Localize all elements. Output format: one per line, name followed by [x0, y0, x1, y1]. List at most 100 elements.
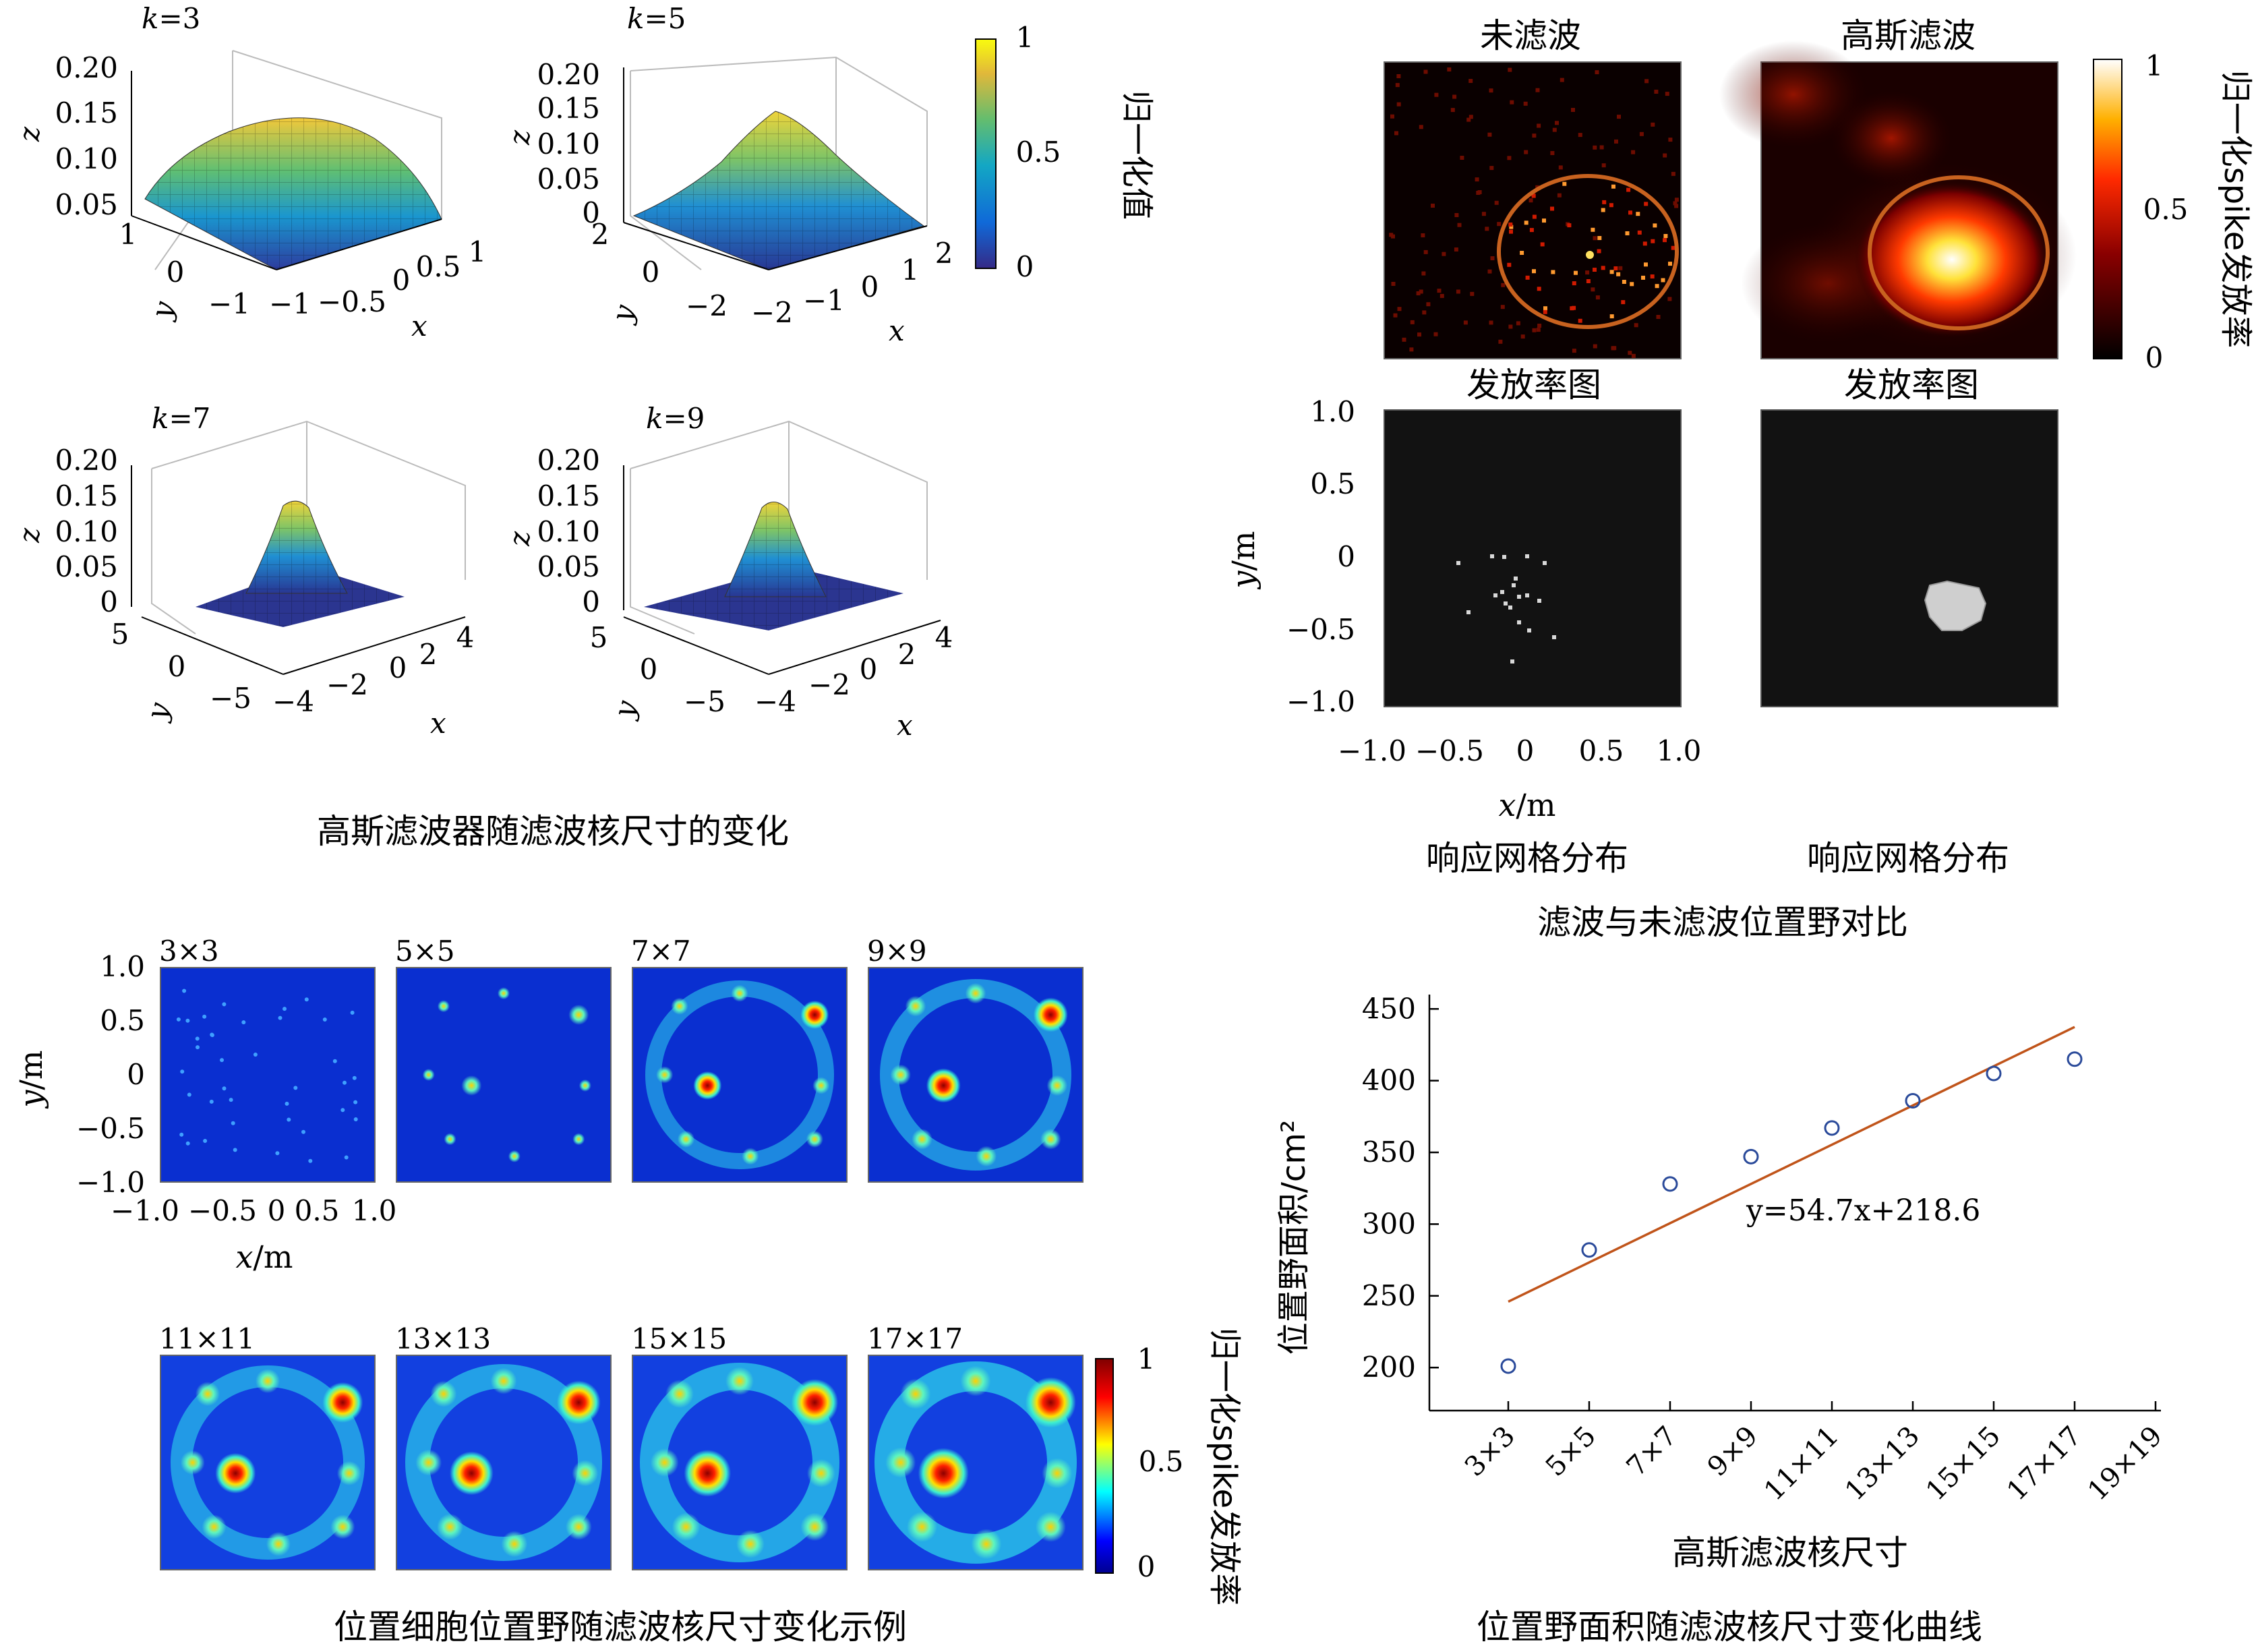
- y-tick: 0: [642, 256, 660, 289]
- spike-dot: [1637, 230, 1642, 235]
- data-point: [1905, 1092, 1921, 1109]
- y-tick: 0: [127, 1058, 145, 1091]
- spike-dot: [1542, 218, 1546, 223]
- y-tick: 0: [1337, 540, 1355, 573]
- spike-dot: [1439, 293, 1444, 298]
- spike-dot: [1663, 238, 1667, 243]
- y-tick: 2: [591, 218, 610, 251]
- spike-dot: [1509, 225, 1514, 229]
- x-tick: −1: [269, 287, 311, 320]
- data-point: [1986, 1065, 2002, 1082]
- x-axis-label: 高斯滤波核尺寸: [1672, 1533, 1908, 1572]
- x-tick: 0.5: [1579, 734, 1624, 767]
- spike-dot: [1528, 198, 1533, 203]
- response-grid-points: [1456, 554, 1556, 663]
- spike-dot: [1631, 353, 1636, 358]
- spike-dot: [1481, 212, 1486, 216]
- spike-dot: [1609, 314, 1614, 319]
- y-axis-label: y: [140, 699, 176, 725]
- spike-dot: [1396, 102, 1401, 107]
- panel-caption: 高斯滤波器随滤波核尺寸的变化: [317, 812, 789, 851]
- chart-title: 位置野面积随滤波核尺寸变化曲线: [1477, 1607, 1982, 1647]
- spike-dot: [1597, 249, 1601, 254]
- spike-dot: [1578, 318, 1582, 323]
- spike-dot: [1644, 79, 1649, 84]
- spike-dot: [1599, 145, 1604, 150]
- spike-dot: [1423, 69, 1428, 74]
- spike-dot: [1653, 223, 1657, 228]
- x-tick: −4: [754, 685, 796, 718]
- x-tick: 0: [861, 270, 879, 303]
- z-tick: 0.15: [55, 479, 118, 512]
- tile-label: 9×9: [867, 935, 927, 968]
- y-axis-label: y/m: [1225, 531, 1261, 589]
- spike-dot: [1494, 200, 1499, 205]
- spike-dot: [1616, 272, 1621, 276]
- spike-dot: [1537, 324, 1542, 328]
- data-point: [1743, 1148, 1759, 1164]
- x-tick: −1.0: [111, 1194, 179, 1227]
- spike-dot: [1671, 171, 1675, 176]
- z-tick: 0.20: [55, 51, 118, 84]
- panel-caption: 位置细胞位置野随滤波核尺寸变化示例: [334, 1607, 907, 1647]
- spike-dot: [1421, 233, 1425, 237]
- place-field-outline: [1868, 175, 2050, 330]
- surface-plot-k9: k=9 0.20 0.15 0.10 0.05 0 z 5 0 −5 y −4 …: [503, 402, 953, 742]
- spike-dot: [1601, 266, 1605, 270]
- x-tick-label: 17×17: [2001, 1421, 2087, 1507]
- data-point: [1581, 1242, 1597, 1258]
- z-tick: 0.15: [537, 92, 600, 125]
- spike-dot: [1489, 88, 1493, 93]
- colorbar-parula: [975, 38, 997, 269]
- scatter-axes: 200 250 300 350 400 450 3×3 5×5 7×7 9×911×1113×13…: [1362, 992, 2168, 1506]
- spike-dot: [1489, 166, 1494, 171]
- colorbar-tick: 0: [2145, 341, 2164, 374]
- y-tick-label: 350: [1362, 1135, 1416, 1169]
- tile-label: 13×13: [395, 1322, 491, 1355]
- spike-dot: [1668, 138, 1673, 142]
- spike-dot: [1543, 306, 1547, 311]
- colorbar-tick: 0.5: [1016, 136, 1061, 169]
- x-tick: 2: [935, 237, 953, 270]
- gaussian-filtered-rate-map: [1719, 40, 2077, 359]
- spike-dot: [1641, 275, 1645, 280]
- spike-dot: [1636, 212, 1640, 216]
- spike-dot: [1437, 289, 1442, 293]
- x-tick: −1: [803, 284, 845, 317]
- y-axis-label: y: [607, 697, 643, 723]
- spike-dot: [1572, 349, 1576, 353]
- spike-dot: [1508, 324, 1513, 329]
- spike-dot: [1612, 346, 1617, 351]
- y-tick: −1.0: [76, 1166, 145, 1199]
- x-tick: 0: [392, 264, 411, 297]
- spike-dot: [1433, 332, 1438, 336]
- spike-dot: [1532, 269, 1536, 274]
- colorbar-tick: 0.5: [1139, 1445, 1184, 1478]
- spike-dot: [1601, 163, 1606, 168]
- x-tick-label: 3×3: [1459, 1421, 1521, 1483]
- surface-plot-k7: k=7 0.20 0.15 0.10 0.05 0 z 5 0 −5 y −4 …: [13, 402, 474, 740]
- subplot-title: 高斯滤波: [1841, 16, 1976, 55]
- spike-dot: [1423, 249, 1428, 254]
- colorbar-tick: 0: [1137, 1550, 1156, 1583]
- spike-dot: [1460, 156, 1464, 160]
- spike-dot: [1470, 291, 1475, 296]
- place-field-tile: 11×11: [159, 1322, 376, 1570]
- spike-dot: [1497, 222, 1502, 227]
- y-tick-label: 400: [1362, 1064, 1416, 1097]
- grid-point: [1543, 561, 1547, 565]
- spike-dot: [1531, 194, 1536, 198]
- panel-place-field-examples: 3×3 5×5 7×7 9×9 11×11 13×13 15×15 17×17 1.0 0.5…: [13, 935, 1243, 1647]
- spike-dot: [1523, 101, 1528, 106]
- grid-point: [1512, 583, 1516, 587]
- spike-dot: [1618, 266, 1623, 270]
- spike-dot: [1574, 270, 1578, 275]
- k-label: k=5: [627, 2, 686, 35]
- spike-dot: [1475, 177, 1479, 182]
- x-tick: 0: [268, 1194, 286, 1227]
- spike-dot: [1639, 131, 1644, 136]
- spike-dot: [1628, 351, 1632, 355]
- spike-dot: [1421, 271, 1426, 276]
- z-tick: 0.05: [537, 550, 600, 583]
- grid-point: [1525, 554, 1529, 558]
